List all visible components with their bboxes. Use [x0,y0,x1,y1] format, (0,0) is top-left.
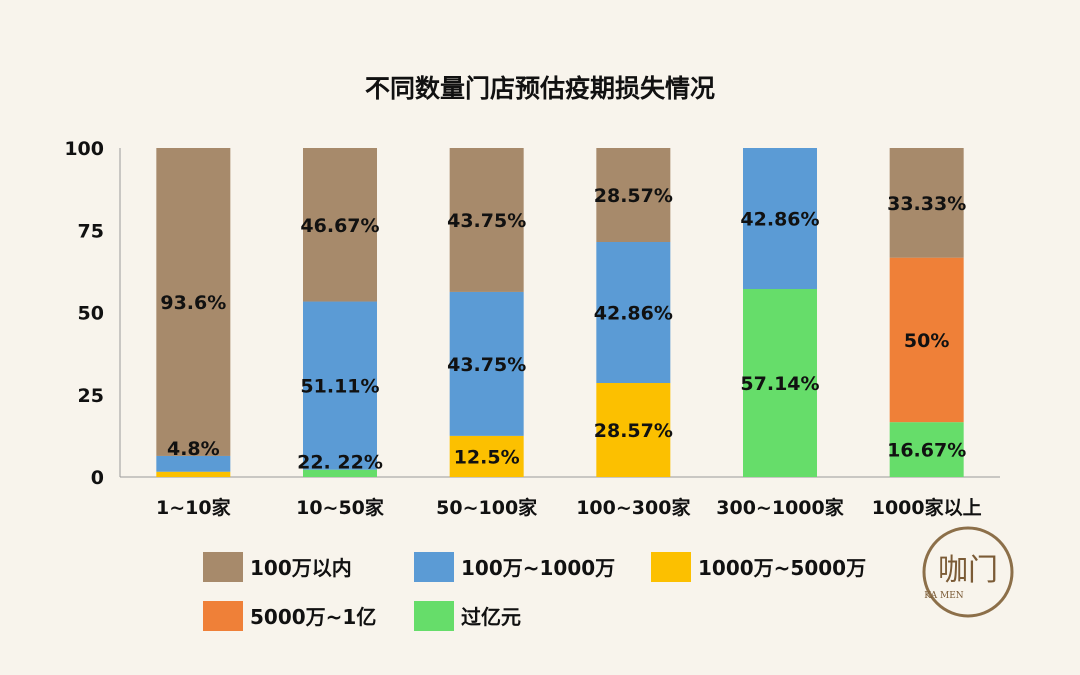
data-labels: 4.8% 93.6% 22. 22% 51.11% 46.67% 12.5% 43.75% 4… [160,185,966,474]
legend-label: 过亿元 [461,605,521,629]
y-tick-label: 100 [64,138,104,160]
legend-label: 100万以内 [250,556,352,580]
bar-segment [743,289,817,477]
bar-segment [156,455,231,472]
x-tick-label: 10~50家 [296,496,385,519]
data-label: 28.57% [594,185,673,207]
data-label: 51.11% [300,376,379,398]
legend-swatch [414,601,454,631]
bar-segment [449,291,524,436]
y-tick-label: 75 [78,220,104,242]
data-label: 4.8% [167,438,220,460]
x-tick-label: 1000家以上 [872,496,982,519]
watermark-logo-subtext: KA MEN [924,591,964,601]
data-label: 22. 22% [297,452,383,474]
bar-segment [156,471,231,477]
bar-segment [596,383,671,477]
bar-segment [596,148,671,242]
y-tick-label: 25 [78,385,104,407]
data-label: 33.33% [887,193,966,215]
y-tick-label: 0 [91,467,104,489]
data-label: 93.6% [160,292,226,314]
legend-label: 5000万~1亿 [250,605,376,629]
data-label: 50% [904,330,949,352]
chart-title: 不同数量门店预估疫期损失情况 [365,74,715,103]
legend: 100万以内 100万~1000万 1000万~5000万 5000万~1亿 过亿元 [203,552,866,631]
bar-segment [303,301,377,470]
legend-label: 1000万~5000万 [698,556,866,580]
x-tick-label: 300~1000家 [716,496,844,519]
y-tick-label: 50 [78,303,104,325]
bars [156,148,964,477]
bar-segment [889,422,964,477]
bar-segment [449,435,524,477]
data-label: 42.86% [740,209,819,231]
legend-label: 100万~1000万 [461,556,615,580]
legend-swatch [203,601,243,631]
bar-segment [889,257,964,423]
bar-segment [449,148,524,292]
x-tick-label: 1~10家 [156,496,232,519]
bar-segment [156,148,231,456]
axes: 0 25 50 75 100 1~10家 10~50家 50~100家 100~300家 300~… [64,138,1000,519]
bar-segment [303,148,377,302]
data-label: 43.75% [447,210,526,232]
x-tick-label: 100~300家 [576,496,691,519]
watermark-logo-text: 咖门 [938,553,998,588]
legend-swatch [414,552,454,582]
watermark-logo: 咖门 KA MEN [922,526,1014,618]
bar-segment [889,148,964,258]
legend-swatch [651,552,691,582]
data-label: 42.86% [594,303,673,325]
bar-segment [743,148,817,290]
x-tick-label: 50~100家 [436,496,538,519]
data-label: 12.5% [454,446,520,468]
data-label: 16.67% [887,440,966,462]
data-label: 46.67% [300,215,379,237]
legend-swatch [203,552,243,582]
data-label: 57.14% [740,373,819,395]
data-label: 28.57% [594,420,673,442]
data-label: 43.75% [447,354,526,376]
bar-segment [303,469,377,477]
bar-segment [596,241,671,384]
